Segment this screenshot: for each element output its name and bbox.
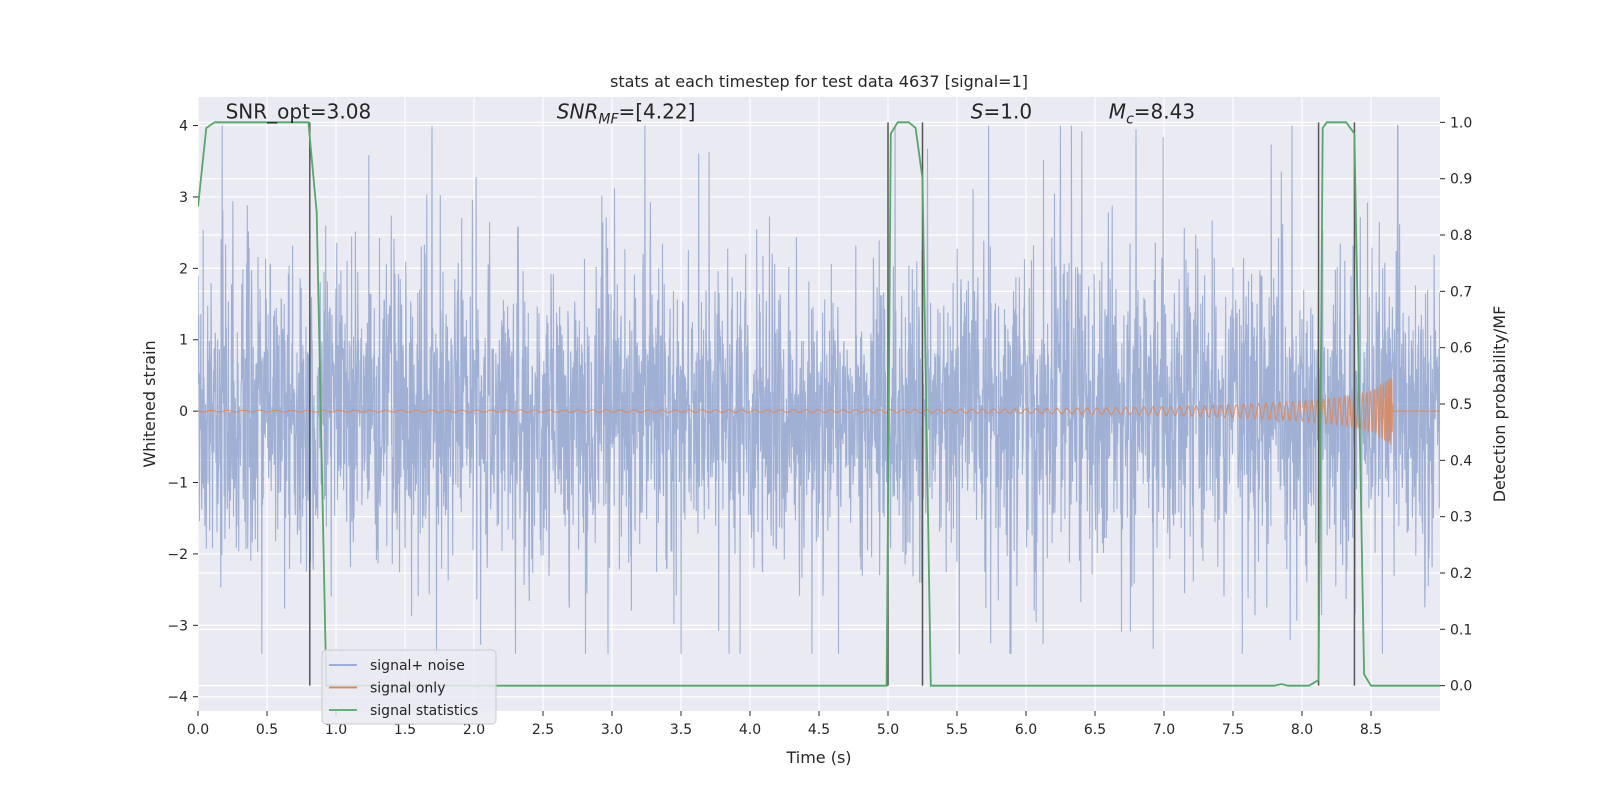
legend-entry: signal+ noise: [370, 658, 465, 674]
y-tick-label: 1: [179, 333, 188, 349]
y2-axis-ticks: 1.0 0.9 0.8 0.7 0.6 0.5 0.4 0.3 0.2 0.1 0.0: [1440, 115, 1472, 695]
y2-tick-label: 0.9: [1450, 172, 1472, 188]
y2-tick-label: 0.1: [1450, 622, 1472, 638]
chart-title: stats at each timestep for test data 463…: [610, 72, 1028, 91]
signal-statistics-line: [198, 121, 1440, 687]
y2-tick-label: 0.7: [1450, 284, 1472, 300]
series-signal-noise: [198, 125, 1440, 654]
legend-entry: signal statistics: [370, 703, 478, 719]
x-tick-label: 8.5: [1360, 722, 1382, 738]
y2-tick-label: 0.2: [1450, 566, 1472, 582]
y2-tick-label: 0.0: [1450, 679, 1472, 695]
signal-noise-line: [198, 125, 1440, 654]
series-signal-only: [198, 377, 1440, 445]
annotation-2: S=1.0: [971, 99, 1032, 123]
y-axis-ticks: 4 3 2 1 0 −1 −2 −3 −4: [167, 119, 198, 706]
x-tick-label: 3.0: [601, 722, 623, 738]
x-tick-label: 3.5: [670, 722, 692, 738]
y-tick-label: 0: [179, 404, 188, 420]
y-tick-label: −4: [167, 690, 188, 706]
y-tick-label: 3: [179, 190, 188, 206]
annotation-3: Mc=8.43: [1109, 99, 1195, 127]
legend: signal+ noise signal only signal statistic…: [321, 649, 497, 725]
x-tick-label: 4.5: [808, 722, 830, 738]
x-tick-label: 8.0: [1291, 722, 1313, 738]
x-tick-label: 2.0: [463, 722, 485, 738]
y2-tick-label: 0.8: [1450, 228, 1472, 244]
x-tick-label: 2.5: [532, 722, 554, 738]
x-tick-label: 6.5: [1084, 722, 1106, 738]
y2-tick-label: 0.6: [1450, 341, 1472, 357]
y2-tick-label: 0.3: [1450, 510, 1472, 526]
y2-tick-label: 1.0: [1450, 115, 1472, 131]
annotation-0: SNR_opt=3.08: [226, 99, 372, 123]
y-axis-label: Whitened strain: [140, 340, 159, 467]
legend-entry: signal only: [370, 681, 445, 697]
y2-tick-label: 0.5: [1450, 397, 1472, 413]
annotations: SNR_opt=3.08 SNRMF=[4.22] S=1.0 Mc=8.43: [226, 99, 1195, 127]
x-tick-label: 7.0: [1153, 722, 1175, 738]
x-tick-label: 1.0: [325, 722, 347, 738]
y-tick-label: 2: [179, 261, 188, 277]
x-axis-label: Time (s): [785, 748, 851, 767]
series-signal-statistics: [198, 121, 1440, 687]
y2-tick-label: 0.4: [1450, 453, 1472, 469]
y-tick-label: −1: [167, 476, 188, 492]
annotation-1: SNRMF=[4.22]: [557, 99, 696, 127]
x-tick-label: 5.5: [946, 722, 968, 738]
x-tick-label: 4.0: [739, 722, 761, 738]
y2-axis-label: Detection probability/MF: [1490, 306, 1509, 503]
x-tick-label: 0.5: [256, 722, 278, 738]
x-axis-ticks: 0.0 0.5 1.0 1.5 2.0 2.5 3.0 3.5 4.0 4.5 5.0 5.5 6.0 6…: [187, 711, 1382, 738]
x-tick-label: 0.0: [187, 722, 209, 738]
y-tick-label: −2: [167, 547, 188, 563]
x-tick-label: 7.5: [1222, 722, 1244, 738]
y-tick-label: 4: [179, 119, 188, 135]
x-tick-label: 5.0: [877, 722, 899, 738]
x-tick-label: 6.0: [1015, 722, 1037, 738]
y-tick-label: −3: [167, 618, 188, 634]
x-tick-label: 1.5: [394, 722, 416, 738]
legend-box: [321, 649, 497, 725]
signal-only-line: [198, 377, 1440, 445]
